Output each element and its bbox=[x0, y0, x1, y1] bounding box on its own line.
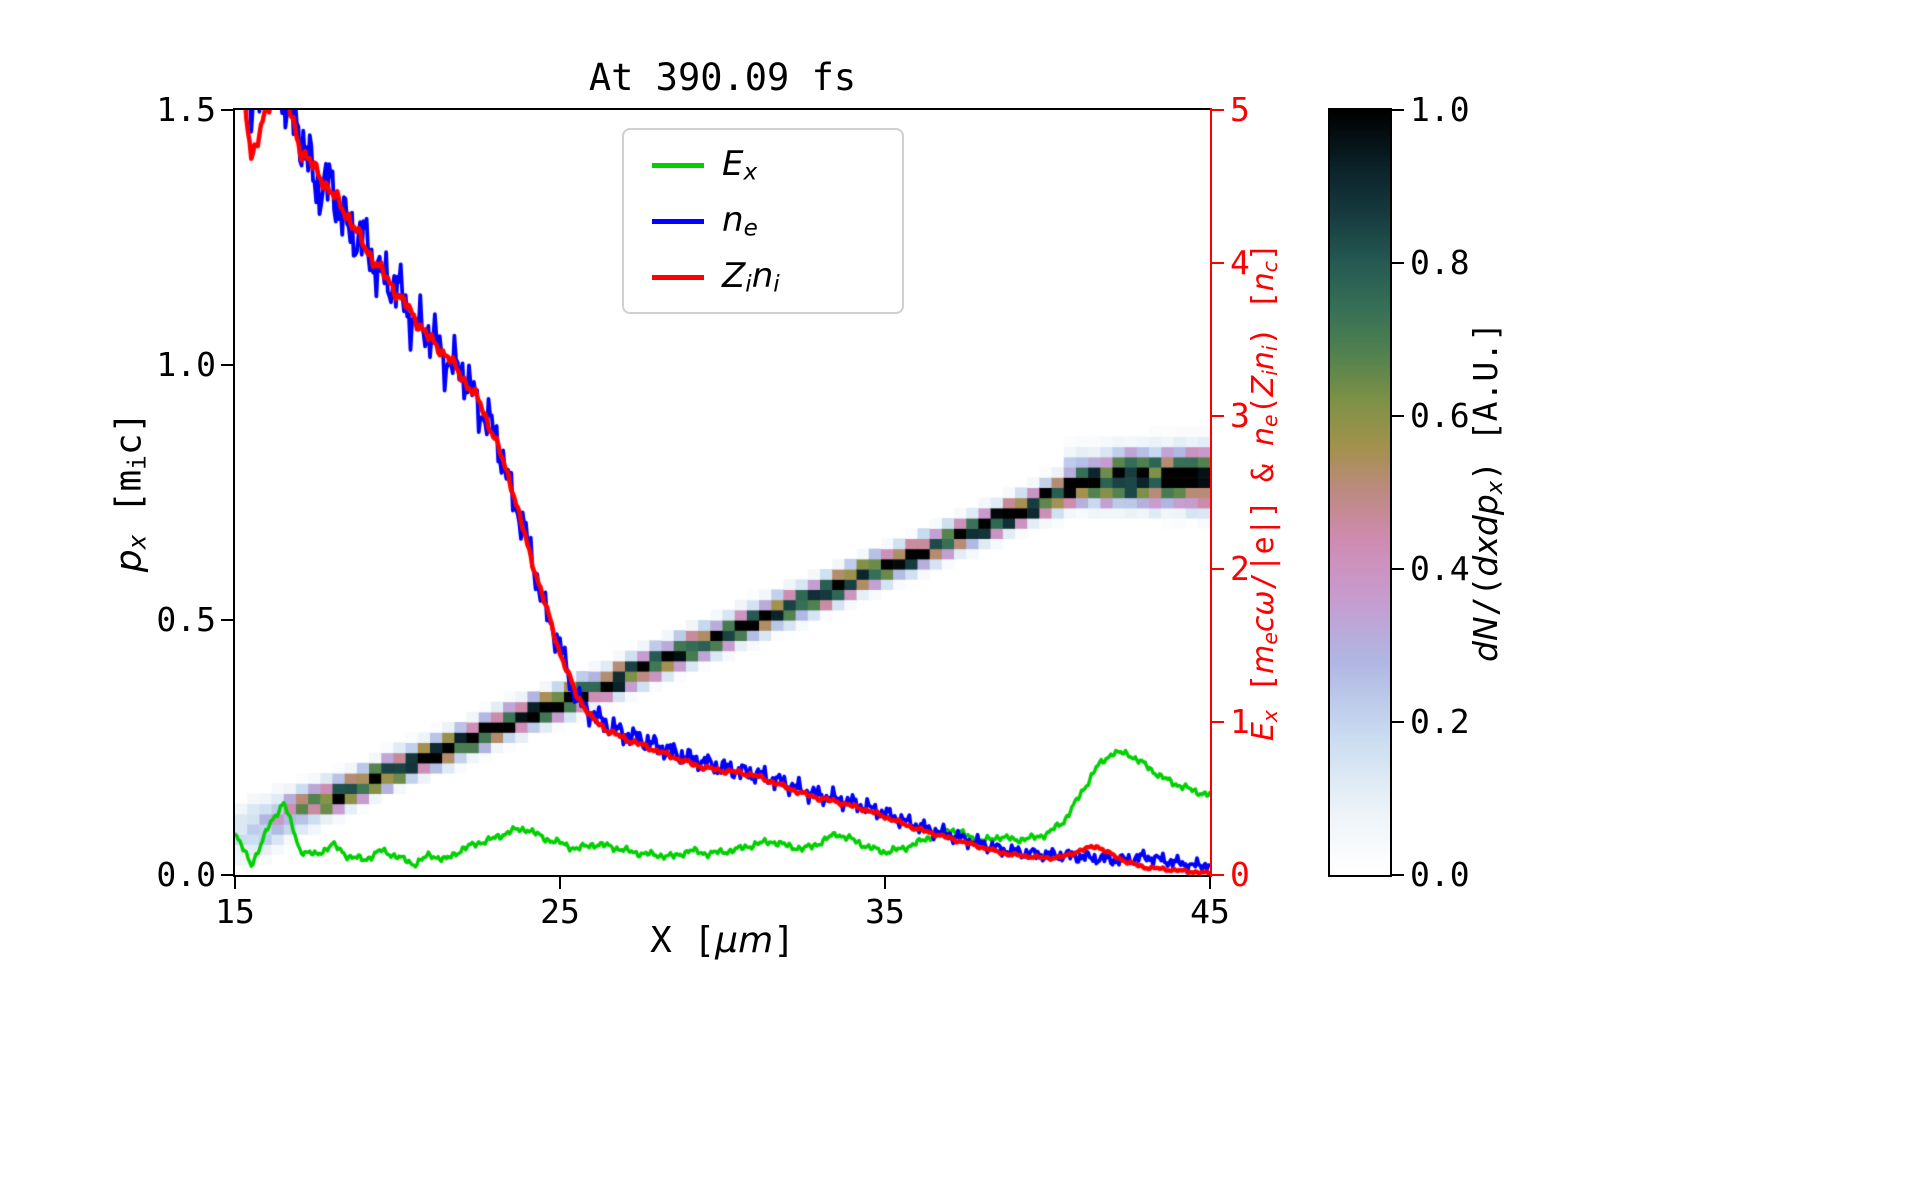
left-y-tick bbox=[221, 874, 233, 876]
label-part: ω bbox=[1245, 590, 1281, 616]
colorbar-tick bbox=[1392, 109, 1404, 111]
label-part: n bbox=[722, 200, 744, 241]
label-part: d bbox=[1466, 641, 1506, 663]
label-part: X [ bbox=[650, 920, 716, 961]
label-part: E bbox=[722, 144, 744, 185]
label-part: e bbox=[743, 215, 758, 242]
label-part: i bbox=[122, 455, 152, 470]
legend-line-sample bbox=[652, 218, 704, 224]
label-part: p bbox=[1466, 494, 1506, 516]
colorbar-tick bbox=[1392, 568, 1404, 570]
left-y-tick-label: 0.5 bbox=[156, 600, 216, 639]
label-part: e bbox=[1258, 632, 1283, 645]
legend-label: Zini bbox=[722, 256, 780, 298]
legend-item: ne bbox=[652, 200, 874, 242]
left-y-tick-label: 1.0 bbox=[156, 345, 216, 384]
x-tick bbox=[559, 877, 561, 889]
label-part: [m bbox=[108, 469, 150, 535]
label-part: x bbox=[743, 159, 758, 186]
right-y-tick bbox=[1212, 415, 1224, 417]
left-y-tick-label: 1.5 bbox=[156, 90, 216, 129]
left-y-tick bbox=[221, 109, 233, 111]
label-part: x bbox=[122, 534, 152, 550]
label-part: x bbox=[1481, 480, 1508, 495]
right-y-tick-label: 2 bbox=[1230, 549, 1250, 588]
x-tick-label: 35 bbox=[865, 892, 905, 931]
label-part: m bbox=[1245, 644, 1281, 674]
left-y-axis-label: px [mic] bbox=[108, 412, 151, 572]
label-part: i bbox=[745, 271, 752, 298]
legend-label: ne bbox=[722, 200, 758, 242]
legend-item: Zini bbox=[652, 256, 874, 298]
right-axis-spine bbox=[1210, 108, 1212, 877]
right-y-tick-label: 4 bbox=[1230, 243, 1250, 282]
colorbar-label: dN/(dxdpx) [A.U.] bbox=[1466, 322, 1508, 662]
x-tick bbox=[884, 877, 886, 889]
right-y-tick-label: 1 bbox=[1230, 702, 1250, 741]
colorbar-tick-label: 1.0 bbox=[1410, 90, 1470, 129]
legend: Ex ne Zini bbox=[622, 128, 904, 314]
colorbar-tick bbox=[1392, 874, 1404, 876]
right-y-tick bbox=[1212, 262, 1224, 264]
colorbar-tick-label: 0.2 bbox=[1410, 702, 1470, 741]
colorbar bbox=[1330, 110, 1390, 875]
left-y-tick-label: 0.0 bbox=[156, 855, 216, 894]
legend-line-sample bbox=[652, 274, 704, 280]
label-part: d bbox=[1466, 515, 1506, 537]
left-y-tick bbox=[221, 619, 233, 621]
label-part: n bbox=[1245, 351, 1281, 371]
right-y-tick-label: 0 bbox=[1230, 855, 1250, 894]
label-part: n bbox=[751, 256, 774, 297]
colorbar-tick bbox=[1392, 721, 1404, 723]
label-part: N bbox=[1466, 616, 1506, 642]
legend-line-sample bbox=[652, 162, 704, 168]
chart-title: At 390.09 fs bbox=[588, 56, 857, 99]
label-part: c bbox=[1245, 615, 1281, 633]
left-y-tick bbox=[221, 364, 233, 366]
label-part: Z bbox=[722, 256, 746, 297]
colorbar-tick-label: 0.8 bbox=[1410, 243, 1470, 282]
label-part: Z bbox=[1245, 375, 1281, 397]
label-part: ] bbox=[773, 920, 795, 961]
label-part: i bbox=[1258, 370, 1283, 376]
label-part: i bbox=[1258, 345, 1283, 352]
colorbar-tick-label: 0.0 bbox=[1410, 855, 1470, 894]
legend-item: Ex bbox=[652, 144, 874, 186]
colorbar-border bbox=[1328, 108, 1392, 877]
x-tick-label: 25 bbox=[540, 892, 580, 931]
x-axis-label: X [μm] bbox=[235, 920, 1210, 961]
x-tick bbox=[234, 877, 236, 889]
label-part: ) [ bbox=[1245, 291, 1281, 346]
label-part: i bbox=[773, 271, 780, 298]
right-y-axis-label: Ex [mecω/|e|] & ne(Zini) [nc] bbox=[1246, 243, 1282, 741]
colorbar-tick bbox=[1392, 262, 1404, 264]
right-y-tick bbox=[1212, 721, 1224, 723]
right-y-tick-label: 5 bbox=[1230, 90, 1250, 129]
x-tick bbox=[1209, 877, 1211, 889]
x-tick-label: 15 bbox=[215, 892, 255, 931]
colorbar-tick-label: 0.4 bbox=[1410, 549, 1470, 588]
right-y-tick bbox=[1212, 568, 1224, 570]
legend-label: Ex bbox=[722, 144, 757, 186]
x-tick-label: 45 bbox=[1190, 892, 1230, 931]
label-part: c] bbox=[108, 411, 150, 456]
label-part: p bbox=[108, 549, 150, 573]
colorbar-tick-label: 0.6 bbox=[1410, 396, 1470, 435]
colorbar-tick bbox=[1392, 415, 1404, 417]
right-y-tick bbox=[1212, 874, 1224, 876]
right-y-tick bbox=[1212, 109, 1224, 111]
right-y-tick-label: 3 bbox=[1230, 396, 1250, 435]
label-part: μm bbox=[715, 920, 774, 961]
